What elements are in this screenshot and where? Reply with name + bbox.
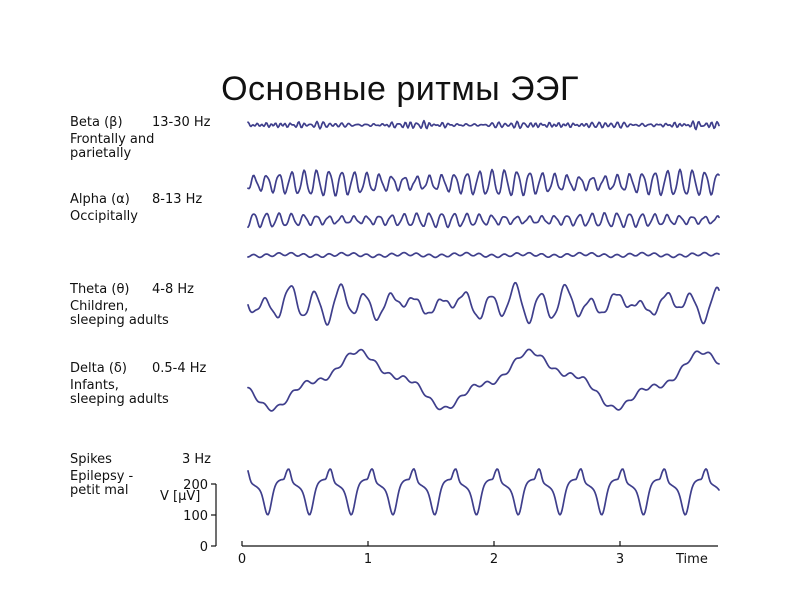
trace-alpha-3 bbox=[247, 212, 720, 229]
rhythm-label-beta: Beta (β) bbox=[70, 115, 123, 130]
trace-alpha-4 bbox=[247, 251, 720, 259]
trace-alpha-2 bbox=[247, 168, 720, 197]
y-axis-title: V [µV] bbox=[160, 489, 200, 504]
x-tick-label: 1 bbox=[364, 552, 372, 567]
trace-delta-6 bbox=[247, 348, 720, 412]
y-tick-label: 200 bbox=[183, 478, 208, 493]
rhythm-label-delta: Delta (δ) bbox=[70, 361, 127, 376]
rhythm-freq-alpha: 8-13 Hz bbox=[152, 192, 202, 207]
x-tick-label: 3 bbox=[616, 552, 624, 567]
eeg-traces bbox=[247, 119, 720, 516]
trace-beta-1 bbox=[247, 119, 720, 131]
x-axis-title: Time bbox=[675, 552, 708, 567]
rhythm-note-delta-1: Infants, bbox=[70, 378, 119, 393]
rhythm-note-theta-1: Children, bbox=[70, 299, 128, 314]
rhythm-note-alpha-1: Occipitally bbox=[70, 209, 138, 224]
x-tick-label: 0 bbox=[238, 552, 246, 567]
rhythm-label-alpha: Alpha (α) bbox=[70, 192, 130, 207]
rhythm-note-beta-1: Frontally and bbox=[70, 132, 154, 147]
rhythm-label-theta: Theta (θ) bbox=[69, 282, 129, 297]
rhythm-note-beta-2: parietally bbox=[70, 146, 131, 161]
rhythm-note-spikes-2: petit mal bbox=[70, 483, 128, 498]
rhythm-note-spikes-1: Epilepsy - bbox=[70, 469, 134, 484]
slide-title: Основные ритмы ЭЭГ bbox=[221, 70, 579, 108]
y-tick-label: 0 bbox=[200, 540, 208, 555]
rhythm-note-theta-2: sleeping adults bbox=[70, 313, 169, 328]
trace-theta-5 bbox=[247, 281, 720, 326]
trace-spikes-7 bbox=[247, 468, 720, 516]
rhythm-freq-beta: 13-30 Hz bbox=[152, 115, 211, 130]
rhythm-label-spikes: Spikes bbox=[70, 452, 112, 467]
rhythm-freq-delta: 0.5-4 Hz bbox=[152, 361, 207, 376]
rhythm-freq-spikes: 3 Hz bbox=[182, 452, 211, 467]
rhythm-freq-theta: 4-8 Hz bbox=[152, 282, 194, 297]
x-tick-label: 2 bbox=[490, 552, 498, 567]
y-tick-label: 100 bbox=[183, 509, 208, 524]
rhythm-note-delta-2: sleeping adults bbox=[70, 392, 169, 407]
